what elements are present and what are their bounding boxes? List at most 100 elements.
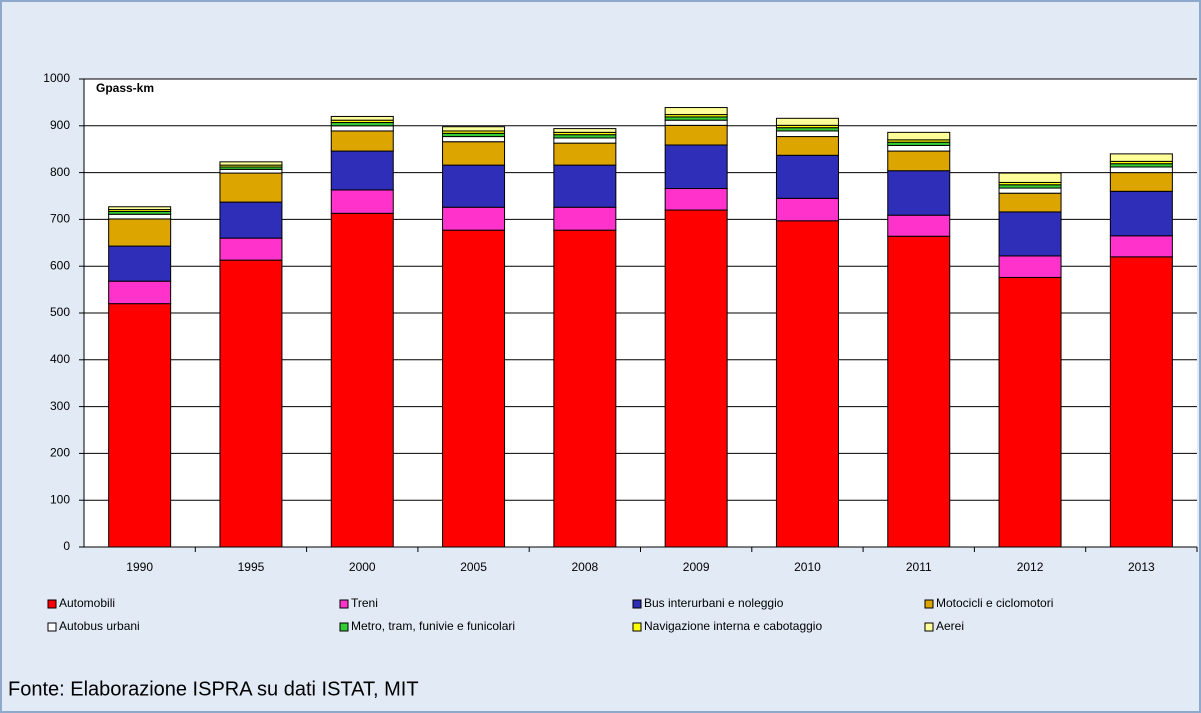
x-tick-label: 2013 [1128, 560, 1155, 574]
bar-segment [998, 276, 1062, 548]
bar-segment [1109, 153, 1173, 162]
bar-segment [442, 229, 506, 548]
bar-segment [664, 209, 728, 548]
legend-swatch [339, 622, 349, 632]
bar-segment [775, 130, 839, 138]
bar-segment [664, 124, 728, 146]
y-axis-label: Gpass-km [96, 81, 154, 95]
bar-segment [775, 117, 839, 126]
bar-segment [998, 192, 1062, 213]
legend-swatch [924, 622, 934, 632]
y-tick-label: 1000 [43, 71, 70, 85]
x-tick-label: 1990 [126, 560, 153, 574]
bar-segment [887, 214, 951, 237]
bar-segment [442, 126, 506, 132]
bar-segment [553, 142, 617, 166]
bar-segment [330, 115, 394, 121]
y-tick-label: 900 [50, 118, 70, 132]
bar-segment [664, 144, 728, 190]
legend-label: Automobili [59, 596, 115, 610]
bar-segment [553, 164, 617, 208]
x-tick-label: 2010 [794, 560, 821, 574]
bar-segment [664, 119, 728, 126]
bar-segment [553, 128, 617, 133]
bar-segment [887, 235, 951, 548]
bar-segment [330, 212, 394, 548]
bar-segment [330, 150, 394, 191]
bar-segment [108, 245, 172, 282]
legend-label: Bus interurbani e noleggio [644, 596, 784, 610]
legend-swatch [632, 622, 642, 632]
bar-segment [1109, 166, 1173, 174]
y-tick-label: 400 [50, 352, 70, 366]
bar-segment [442, 141, 506, 166]
x-tick-label: 1995 [238, 560, 265, 574]
legend-label: Metro, tram, funivie e funicolari [351, 619, 515, 633]
legend-swatch [47, 622, 57, 632]
bar-segment [664, 188, 728, 211]
legend-label: Treni [351, 596, 378, 610]
legend-label: Navigazione interna e cabotaggio [644, 619, 822, 633]
bar-segment [1109, 235, 1173, 258]
x-tick-label: 2012 [1017, 560, 1044, 574]
bar-segment [553, 137, 617, 144]
bar-segment [219, 237, 283, 261]
bar-segment [108, 280, 172, 305]
y-tick-label: 200 [50, 446, 70, 460]
bar-segment [998, 255, 1062, 278]
y-tick-label: 300 [50, 399, 70, 413]
bar-segment [219, 201, 283, 239]
bar-segment [219, 168, 283, 174]
bar-segment [887, 150, 951, 172]
source-note: Fonte: Elaborazione ISPRA su dati ISTAT,… [8, 678, 419, 700]
y-tick-label: 700 [50, 212, 70, 226]
bar-segment [887, 131, 951, 141]
y-tick-label: 800 [50, 165, 70, 179]
bar-segment [330, 189, 394, 214]
bar-segment [219, 259, 283, 548]
bar-segment [998, 172, 1062, 183]
bar-segment [775, 136, 839, 156]
legend-label: Aerei [936, 619, 964, 633]
legend-label: Motocicli e ciclomotori [936, 596, 1053, 610]
legend-swatch [339, 599, 349, 609]
bar-segment [108, 206, 172, 211]
bar-segment [442, 136, 506, 143]
y-tick-label: 600 [50, 258, 70, 272]
bar-segment [219, 172, 283, 203]
y-tick-label: 500 [50, 305, 70, 319]
x-tick-label: 2008 [571, 560, 598, 574]
bar-segment [330, 125, 394, 132]
bar-segment [1109, 172, 1173, 192]
bar-segment [442, 206, 506, 231]
x-tick-label: 2005 [460, 560, 487, 574]
legend-swatch [924, 599, 934, 609]
bar-segment [775, 197, 839, 222]
bar-segment [219, 161, 283, 166]
bar-segment [108, 218, 172, 247]
bar-segment [775, 154, 839, 199]
legend-swatch [47, 599, 57, 609]
bar-segment [553, 229, 617, 548]
legend-label: Autobus urbani [59, 619, 140, 633]
x-tick-label: 2009 [683, 560, 710, 574]
bar-segment [553, 206, 617, 231]
x-tick-label: 2000 [349, 560, 376, 574]
y-tick-label: 100 [50, 492, 70, 506]
bar-segment [442, 164, 506, 208]
bar-segment [887, 144, 951, 152]
bar-segment [108, 303, 172, 548]
bar-segment [1109, 190, 1173, 237]
bar-segment [998, 187, 1062, 194]
bar-segment [108, 213, 172, 220]
bar-segment [887, 170, 951, 216]
bar-segment [775, 220, 839, 548]
bar-segment [664, 107, 728, 116]
bar-segment [330, 130, 394, 152]
legend-swatch [632, 599, 642, 609]
bar-segment [998, 211, 1062, 257]
bar-segment [1109, 256, 1173, 548]
x-tick-label: 2011 [906, 560, 932, 574]
y-tick-label: 0 [63, 539, 70, 553]
